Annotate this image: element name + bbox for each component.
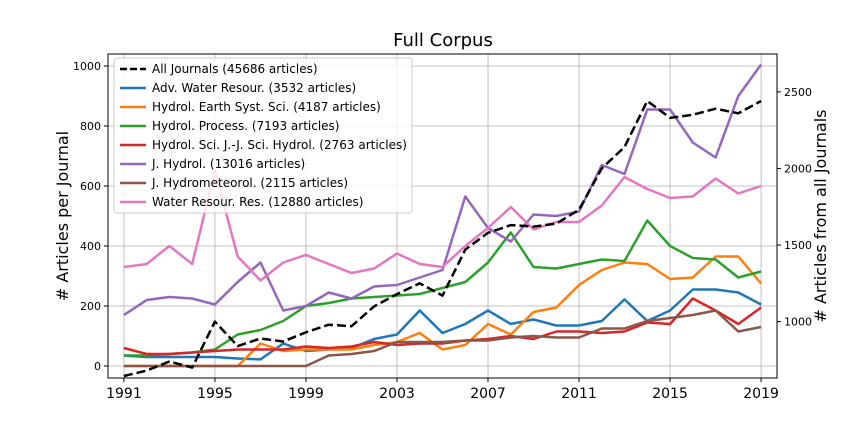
y-tick-label: 800 [80,120,101,133]
series-line-4 [123,297,762,356]
y-axis-left: 0 200 400 600 800 1000 [73,60,108,373]
series-line-5 [123,63,763,317]
legend-label: Water Resour. Res. (12880 articles) [152,195,363,209]
y2-tick-label: 2500 [784,86,812,99]
legend-label: Hydrol. Sci. J.-J. Sci. Hydrol. (2763 ar… [152,138,407,152]
x-tick-label: 2003 [379,386,415,402]
legend-box [113,57,413,214]
x-tick-label: 1991 [106,386,142,402]
y-tick-label: 600 [80,180,101,193]
y2-tick-label: 1000 [784,316,812,329]
x-tick-label: 2019 [743,386,779,402]
legend-label: Adv. Water Resour. (3532 articles) [152,81,356,95]
y2-tick-label: 1500 [784,239,812,252]
legend: All Journals (45686 articles) Adv. Water … [113,57,413,214]
y-tick-label: 1000 [73,60,101,73]
y-axis-right: 1000 1500 2000 2500 [777,86,812,329]
x-tick-label: 2007 [470,386,506,402]
y2-tick-label: 2000 [784,162,812,175]
chart-title: Full Corpus [393,30,493,51]
legend-label: J. Hydrol. (13016 articles) [151,157,305,171]
y-axis-left-label: # Articles per Journal [53,131,72,301]
y-tick-label: 0 [94,360,101,373]
series-line-7 [123,169,762,282]
series-line-1 [123,288,762,361]
legend-label: All Journals (45686 articles) [152,62,318,76]
x-tick-label: 2011 [561,386,597,402]
series-lines [123,63,763,378]
x-axis: 1991 1995 1999 2003 2007 2011 2015 2019 [106,378,779,402]
plot-frame [107,53,778,379]
y-tick-label: 200 [80,300,101,313]
x-tick-label: 1995 [197,386,233,402]
y-tick-label: 400 [80,240,101,253]
series-line-0 [123,99,762,378]
series-line-6 [123,309,762,368]
y-axis-right-label: # Articles from all Journals [811,109,830,322]
series-line-3 [123,219,762,357]
legend-label: Hydrol. Process. (7193 articles) [152,119,339,133]
legend-label: Hydrol. Earth Syst. Sci. (4187 articles) [152,100,381,114]
x-tick-label: 2015 [652,386,688,402]
legend-label: J. Hydrometeorol. (2115 articles) [151,176,348,190]
x-tick-label: 1999 [288,386,324,402]
